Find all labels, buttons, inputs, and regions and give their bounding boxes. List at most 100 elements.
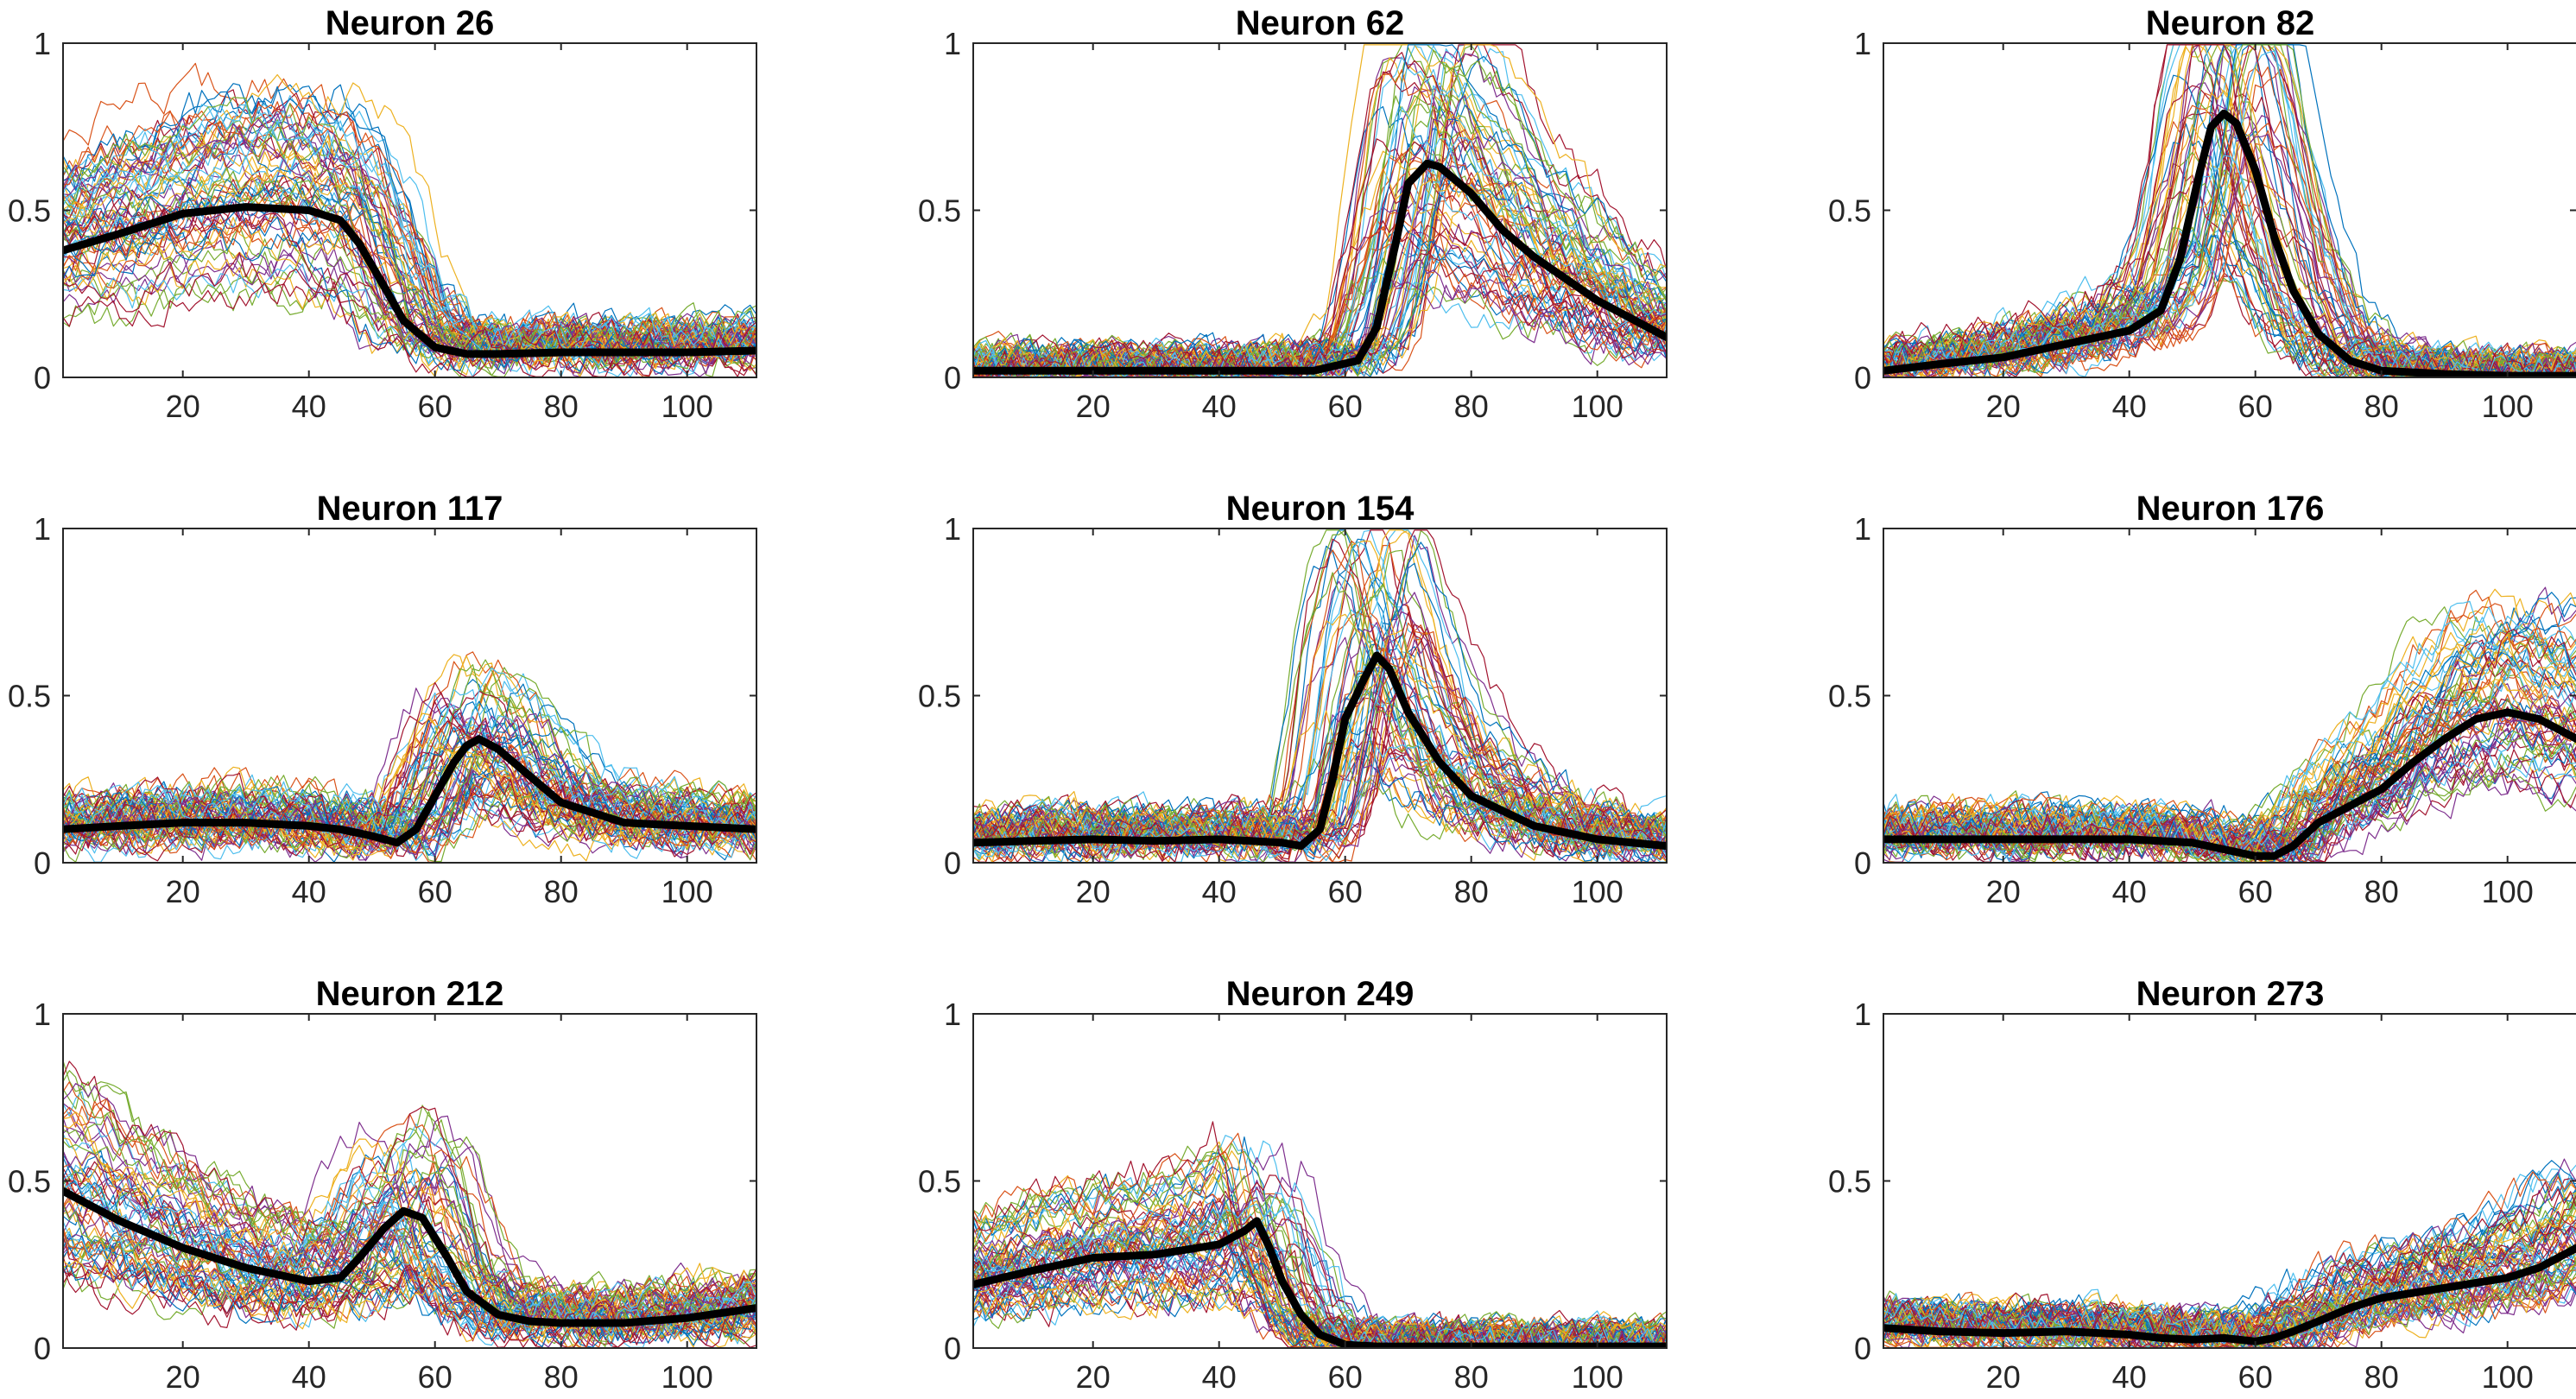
trial-trace	[973, 222, 1667, 377]
panel-title: Neuron 26	[326, 4, 495, 42]
trial-trace	[1883, 600, 2576, 858]
trial-trace	[63, 1150, 756, 1331]
panel-6: Neuron 176 20 40 60 80 100 0 0.5 1	[1828, 490, 2576, 909]
x-tick-label: 80	[2364, 874, 2399, 909]
trial-trace	[973, 622, 1667, 857]
trial-trace	[63, 1167, 756, 1333]
y-tick-label: 0	[944, 360, 961, 396]
trial-trace	[63, 223, 756, 371]
y-tick-label: 0.5	[8, 193, 51, 229]
x-tick-label: 80	[1454, 874, 1489, 909]
x-tick-label: 100	[1572, 1359, 1623, 1395]
trial-trace	[63, 73, 756, 350]
y-tick-label: 0.5	[1828, 193, 1871, 229]
trial-trace	[1883, 1158, 2576, 1348]
x-tick-label: 60	[418, 1359, 453, 1395]
trial-trace	[973, 275, 1667, 377]
plot-area	[1883, 586, 2576, 863]
x-tick-label: 100	[2482, 1359, 2534, 1395]
trial-trace	[973, 49, 1667, 377]
trial-trace	[63, 125, 756, 360]
trial-trace	[973, 95, 1667, 377]
y-tick-label: 1	[1854, 997, 1871, 1032]
trial-trace	[973, 47, 1667, 377]
mean-trace	[973, 1217, 1667, 1348]
trial-trace	[63, 712, 756, 851]
mean-trace	[63, 735, 756, 847]
trial-trace	[63, 1197, 756, 1333]
x-tick-label: 20	[1076, 1359, 1111, 1395]
mean-trace	[1883, 1244, 2576, 1345]
trial-trace	[63, 203, 756, 374]
y-tick-label: 1	[34, 26, 51, 61]
y-tick-label: 0	[1854, 1331, 1871, 1366]
y-tick-label: 1	[34, 997, 51, 1032]
trial-trace	[63, 1204, 756, 1347]
x-tick-label: 40	[2112, 1359, 2147, 1395]
trial-trace	[63, 704, 756, 838]
trial-trace	[63, 1137, 756, 1326]
panel-title: Neuron 273	[2136, 975, 2325, 1013]
trial-trace	[1883, 121, 2576, 377]
x-tick-label: 60	[2238, 389, 2273, 424]
trial-trace	[63, 1070, 756, 1321]
panel-title: Neuron 176	[2136, 490, 2325, 528]
x-tick-label: 60	[1328, 1359, 1363, 1395]
trial-trace	[63, 775, 756, 862]
x-tick-label: 80	[2364, 1359, 2399, 1395]
y-tick-label: 0	[944, 1331, 961, 1366]
trial-trace	[63, 1269, 756, 1348]
mean-trace	[63, 1187, 756, 1327]
panel-title: Neuron 62	[1236, 4, 1405, 42]
trial-trace	[63, 760, 756, 863]
panel-1: Neuron 26 20 40 60 80 100 0 0.5 1	[8, 4, 757, 424]
trial-trace	[1883, 155, 2576, 377]
trial-trace	[63, 1203, 756, 1344]
trial-trace	[1883, 659, 2576, 863]
axes-box	[1883, 528, 2576, 864]
trial-trace	[973, 1195, 1667, 1348]
trial-trace	[973, 94, 1667, 377]
y-tick-label: 1	[1854, 511, 1871, 547]
y-tick-label: 0.5	[918, 193, 961, 229]
trial-trace	[1883, 123, 2576, 377]
plot-area	[63, 1060, 756, 1348]
y-tick-label: 0	[34, 1331, 51, 1366]
y-tick-label: 0.5	[1828, 679, 1871, 714]
x-tick-label: 80	[2364, 389, 2399, 424]
y-tick-label: 0.5	[8, 1164, 51, 1200]
x-tick-label: 20	[1986, 1359, 2021, 1395]
plot-area	[973, 529, 1667, 863]
y-tick-label: 1	[34, 511, 51, 547]
plot-area	[63, 62, 756, 377]
panel-8: Neuron 249 20 40 60 80 100 0 0.5 1	[918, 975, 1668, 1395]
x-tick-label: 20	[1986, 389, 2021, 424]
trial-trace	[1883, 1181, 2576, 1348]
plot-area	[973, 1121, 1667, 1348]
x-tick-label: 80	[544, 389, 579, 424]
x-tick-label: 20	[1076, 389, 1111, 424]
mean-trace	[1883, 109, 2576, 377]
y-tick-label: 0.5	[918, 679, 961, 714]
x-tick-label: 40	[292, 389, 326, 424]
trial-trace	[63, 251, 756, 377]
x-tick-label: 100	[1572, 389, 1623, 424]
trial-trace	[63, 1169, 756, 1332]
trial-trace	[973, 756, 1667, 863]
trial-trace	[1883, 592, 2576, 857]
trial-trace	[63, 771, 756, 859]
y-tick-label: 0	[34, 360, 51, 396]
panel-title: Neuron 82	[2146, 4, 2315, 42]
trial-trace	[1883, 633, 2576, 863]
y-tick-label: 0	[1854, 360, 1871, 396]
x-tick-label: 40	[2112, 389, 2147, 424]
trial-trace	[973, 233, 1667, 377]
trial-trace	[63, 1238, 756, 1348]
panel-2: Neuron 62 20 40 60 80 100 0 0.5 1	[918, 4, 1668, 424]
trial-trace	[973, 1121, 1667, 1348]
trial-trace	[973, 1182, 1667, 1348]
plot-area	[1883, 1158, 2576, 1348]
trial-trace	[1883, 1193, 2576, 1342]
y-tick-label: 1	[1854, 26, 1871, 61]
